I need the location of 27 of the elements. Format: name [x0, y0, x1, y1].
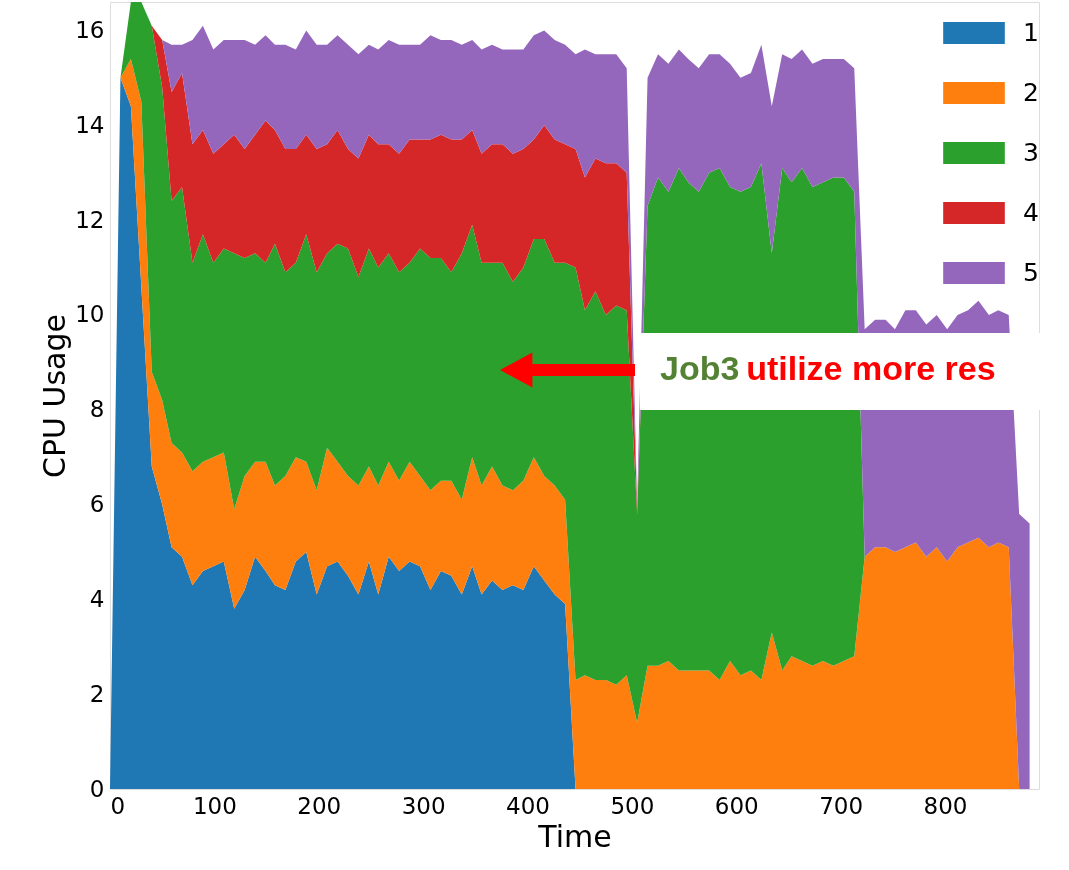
x-tick-label: 700 [819, 792, 864, 819]
x-tick-label: 0 [110, 792, 126, 819]
x-tick-label: 600 [714, 792, 759, 819]
legend-label: 1 [1023, 18, 1039, 47]
y-tick-label: 0 [89, 775, 105, 802]
legend-label: 3 [1023, 138, 1039, 167]
x-tick-label: 400 [506, 792, 550, 819]
y-tick-label: 14 [75, 111, 105, 138]
annotation: Job3 [660, 349, 740, 387]
y-tick-label: 8 [89, 396, 105, 423]
legend-label: 5 [1023, 258, 1039, 287]
x-tick-label: 500 [610, 792, 655, 819]
x-tick-label: 800 [923, 792, 968, 819]
y-axis-title: CPU Usage [37, 313, 73, 479]
y-tick-label: 12 [75, 206, 105, 233]
y-tick-label: 6 [89, 491, 105, 518]
x-tick-label: 200 [297, 792, 342, 819]
x-tick-label: 100 [192, 792, 237, 819]
y-tick-label: 4 [89, 585, 105, 612]
legend-label: 2 [1023, 78, 1039, 107]
annotation: utilize more res [746, 349, 996, 387]
x-tick-label: 300 [401, 792, 446, 819]
y-tick-label: 16 [75, 16, 105, 43]
legend-label: 4 [1023, 198, 1039, 227]
x-axis-title: Time [537, 818, 612, 854]
y-tick-label: 10 [75, 301, 105, 328]
y-tick-label: 2 [89, 680, 105, 707]
